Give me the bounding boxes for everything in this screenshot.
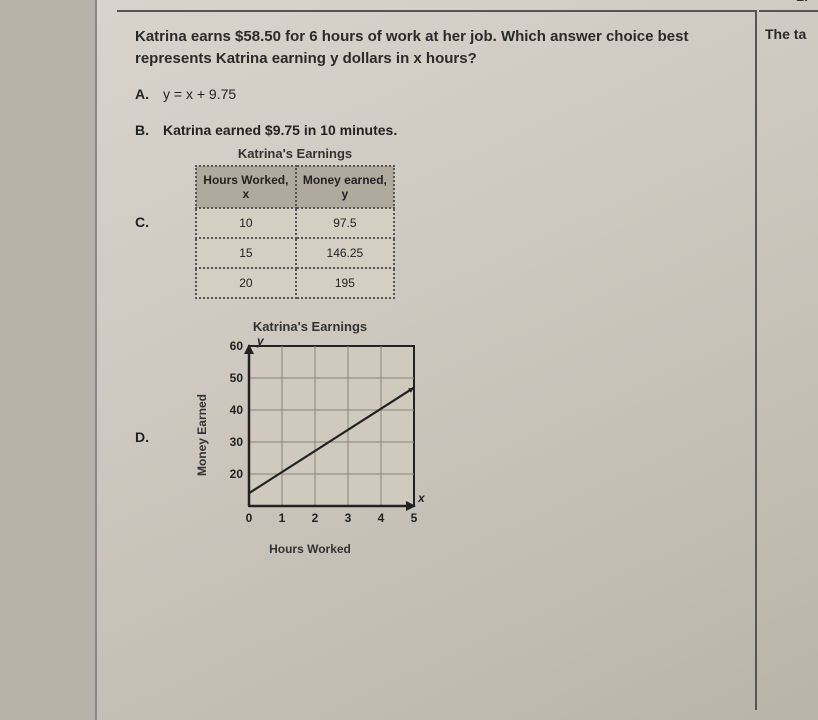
choice-b-text: Katrina earned $9.75 in 10 minutes. (163, 122, 397, 138)
earnings-table: Hours Worked, x Money earned, y 10 97.5 … (195, 165, 395, 299)
svg-text:0: 0 (246, 511, 253, 525)
choice-d-letter: D. (135, 429, 155, 445)
question-text: Katrina earns $58.50 for 6 hours of work… (135, 26, 737, 70)
choice-b: B. Katrina earned $9.75 in 10 minutes. (135, 122, 737, 138)
svg-text:2: 2 (312, 511, 319, 525)
earnings-chart-wrap: Katrina's Earnings Money Earned 20304050… (195, 319, 439, 556)
chart-x-axis-label: Hours Worked (195, 542, 425, 556)
table-header-money: Money earned, y (296, 166, 394, 208)
question-line-1: Katrina earns $58.50 for 6 hours of work… (135, 28, 689, 45)
svg-text:20: 20 (230, 467, 244, 481)
svg-text:5: 5 (411, 511, 418, 525)
table-row: 15 146.25 (196, 238, 394, 268)
svg-text:1: 1 (279, 511, 286, 525)
table-cell: 146.25 (296, 238, 394, 268)
earnings-table-wrap: Katrina's Earnings Hours Worked, x Money… (195, 146, 395, 299)
problem-number-2: 2. (796, 0, 808, 4)
svg-text:60: 60 (230, 339, 244, 353)
worksheet-paper: 2. Katrina earns $58.50 for 6 hours of w… (95, 0, 818, 720)
svg-text:4: 4 (378, 511, 385, 525)
table-cell: 97.5 (296, 208, 394, 238)
table-row: 10 97.5 (196, 208, 394, 238)
choice-b-letter: B. (135, 122, 155, 138)
svg-text:40: 40 (230, 403, 244, 417)
choice-d: D. Katrina's Earnings Money Earned 20304… (135, 319, 737, 556)
table-cell: 15 (196, 238, 296, 268)
choice-c: C. Katrina's Earnings Hours Worked, x Mo… (135, 146, 737, 299)
chart-title: Katrina's Earnings (195, 319, 425, 334)
question-cell: Katrina earns $58.50 for 6 hours of work… (117, 10, 757, 710)
choice-a-text: y = x + 9.75 (163, 86, 236, 102)
svg-text:y: y (256, 336, 265, 348)
earnings-chart: 20 30 40 50 60 0 1 2 3 4 5 y x (215, 336, 425, 536)
svg-text:30: 30 (230, 435, 244, 449)
chart-y-axis-label: Money Earned (195, 394, 209, 476)
svg-text:x: x (417, 491, 425, 505)
table-row: 20 195 (196, 268, 394, 298)
question-line-2: represents Katrina earning y dollars in … (135, 50, 477, 67)
choice-a-letter: A. (135, 86, 155, 102)
table-cell: 20 (196, 268, 296, 298)
table-header-hours: Hours Worked, x (196, 166, 296, 208)
table-cell: 10 (196, 208, 296, 238)
choice-c-letter: C. (135, 214, 155, 230)
adjacent-cell-text: The ta (759, 26, 818, 42)
svg-text:50: 50 (230, 371, 244, 385)
table-title: Katrina's Earnings (195, 146, 395, 161)
svg-text:3: 3 (345, 511, 352, 525)
table-cell: 195 (296, 268, 394, 298)
adjacent-cell: The ta (759, 10, 818, 710)
choice-a: A. y = x + 9.75 (135, 86, 737, 102)
